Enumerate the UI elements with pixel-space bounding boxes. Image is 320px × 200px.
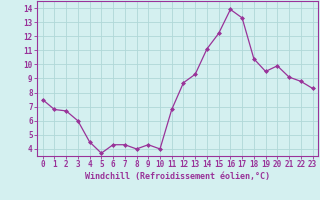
X-axis label: Windchill (Refroidissement éolien,°C): Windchill (Refroidissement éolien,°C) bbox=[85, 172, 270, 181]
